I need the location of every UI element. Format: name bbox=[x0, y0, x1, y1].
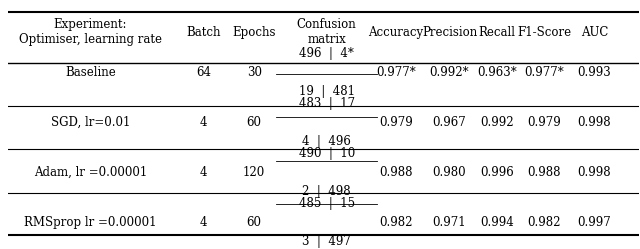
Text: 490  |  10: 490 | 10 bbox=[298, 147, 355, 160]
Text: Confusion
matrix: Confusion matrix bbox=[297, 18, 356, 46]
Text: 19  |  481: 19 | 481 bbox=[299, 85, 355, 98]
Text: 0.992: 0.992 bbox=[480, 116, 514, 129]
Text: 4: 4 bbox=[200, 216, 207, 229]
Text: 3  |  497: 3 | 497 bbox=[302, 235, 351, 248]
Text: 0.982: 0.982 bbox=[527, 216, 561, 229]
Text: Adam, lr =0.00001: Adam, lr =0.00001 bbox=[34, 166, 147, 179]
Text: 0.993: 0.993 bbox=[578, 66, 611, 79]
Text: 0.998: 0.998 bbox=[578, 166, 611, 179]
Text: 4: 4 bbox=[200, 116, 207, 129]
Text: AUC: AUC bbox=[581, 26, 608, 39]
Text: F1-Score: F1-Score bbox=[517, 26, 571, 39]
Text: 0.994: 0.994 bbox=[480, 216, 514, 229]
Text: 2  |  498: 2 | 498 bbox=[302, 185, 351, 198]
Text: 0.977*: 0.977* bbox=[376, 66, 416, 79]
Text: 0.998: 0.998 bbox=[578, 116, 611, 129]
Text: Accuracy: Accuracy bbox=[369, 26, 424, 39]
Text: 0.992*: 0.992* bbox=[429, 66, 469, 79]
Text: Batch: Batch bbox=[186, 26, 221, 39]
Text: 0.977*: 0.977* bbox=[524, 66, 564, 79]
Text: 496  |  4*: 496 | 4* bbox=[300, 47, 354, 60]
Text: 483  |  17: 483 | 17 bbox=[299, 97, 355, 110]
Text: 0.963*: 0.963* bbox=[477, 66, 516, 79]
Text: 0.988: 0.988 bbox=[527, 166, 561, 179]
Text: Recall: Recall bbox=[478, 26, 515, 39]
Text: Epochs: Epochs bbox=[232, 26, 276, 39]
Text: 0.988: 0.988 bbox=[380, 166, 413, 179]
Text: 0.997: 0.997 bbox=[578, 216, 611, 229]
Text: 0.967: 0.967 bbox=[433, 116, 467, 129]
Text: 0.979: 0.979 bbox=[379, 116, 413, 129]
Text: 64: 64 bbox=[196, 66, 211, 79]
Text: RMSprop lr =0.00001: RMSprop lr =0.00001 bbox=[24, 216, 157, 229]
Text: 4  |  496: 4 | 496 bbox=[302, 135, 351, 148]
Text: 60: 60 bbox=[246, 116, 262, 129]
Text: 4: 4 bbox=[200, 166, 207, 179]
Text: 485  |  15: 485 | 15 bbox=[299, 197, 355, 210]
Text: 0.979: 0.979 bbox=[527, 116, 561, 129]
Text: Precision: Precision bbox=[422, 26, 477, 39]
Text: 120: 120 bbox=[243, 166, 266, 179]
Text: Baseline: Baseline bbox=[65, 66, 116, 79]
Text: 0.980: 0.980 bbox=[433, 166, 467, 179]
Text: 0.996: 0.996 bbox=[480, 166, 514, 179]
Text: 0.971: 0.971 bbox=[433, 216, 467, 229]
Text: 60: 60 bbox=[246, 216, 262, 229]
Text: Experiment:
Optimiser, learning rate: Experiment: Optimiser, learning rate bbox=[19, 18, 162, 46]
Text: SGD, lr=0.01: SGD, lr=0.01 bbox=[51, 116, 130, 129]
Text: 30: 30 bbox=[246, 66, 262, 79]
Text: 0.982: 0.982 bbox=[380, 216, 413, 229]
